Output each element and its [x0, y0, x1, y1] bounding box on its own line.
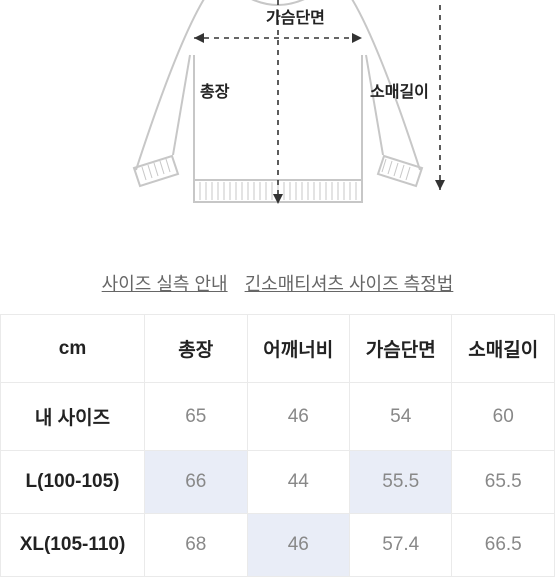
- garment-svg: [68, 0, 488, 230]
- link-measure-method[interactable]: 긴소매티셔츠 사이즈 측정법: [245, 274, 454, 294]
- label-sleeve: 소매길이: [370, 78, 429, 102]
- row-label: L(100-105): [1, 451, 145, 514]
- table-header-row: cm 총장 어깨너비 가슴단면 소매길이: [1, 315, 555, 383]
- cell: 55.5: [350, 451, 452, 514]
- table-row: 내 사이즈65465460: [1, 383, 555, 451]
- row-label: XL(105-110): [1, 514, 145, 577]
- row-label: 내 사이즈: [1, 383, 145, 451]
- label-length: 총장: [200, 78, 229, 102]
- cell: 65.5: [452, 451, 555, 514]
- th-sleeve: 소매길이: [452, 315, 555, 383]
- th-chest: 가슴단면: [350, 315, 452, 383]
- cell: 46: [247, 514, 349, 577]
- th-length: 총장: [145, 315, 247, 383]
- cell: 60: [452, 383, 555, 451]
- size-diagram: 가슴단면 총장 소매길이: [0, 0, 555, 240]
- cell: 66.5: [452, 514, 555, 577]
- link-size-guide[interactable]: 사이즈 실측 안내: [102, 274, 228, 294]
- guide-links: 사이즈 실측 안내 긴소매티셔츠 사이즈 측정법: [0, 270, 555, 296]
- label-chest: 가슴단면: [266, 4, 325, 28]
- cell: 44: [247, 451, 349, 514]
- th-shoulder: 어깨너비: [247, 315, 349, 383]
- th-unit: cm: [1, 315, 145, 383]
- table-row: L(100-105)664455.565.5: [1, 451, 555, 514]
- size-table: cm 총장 어깨너비 가슴단면 소매길이 내 사이즈65465460L(100-…: [0, 314, 555, 577]
- table-row: XL(105-110)684657.466.5: [1, 514, 555, 577]
- cell: 68: [145, 514, 247, 577]
- cell: 54: [350, 383, 452, 451]
- cell: 65: [145, 383, 247, 451]
- cell: 46: [247, 383, 349, 451]
- cell: 66: [145, 451, 247, 514]
- cell: 57.4: [350, 514, 452, 577]
